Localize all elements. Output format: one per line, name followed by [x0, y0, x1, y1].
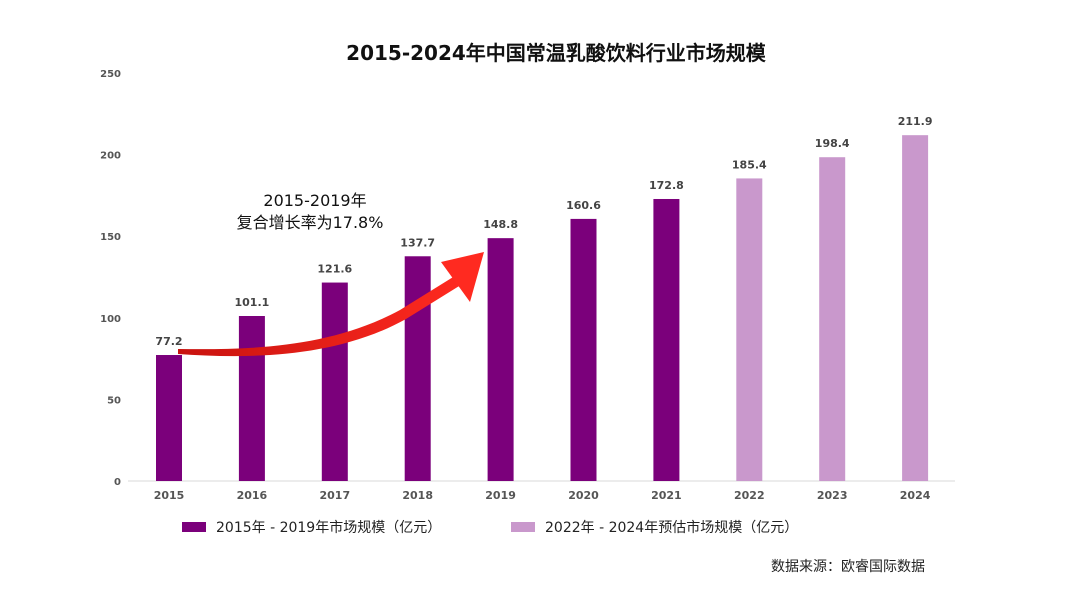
y-tick-label: 200 [100, 151, 121, 162]
x-tick-label-2020: 2020 [568, 489, 599, 502]
data-label-2015: 77.2 [155, 335, 182, 348]
data-label-2021: 172.8 [649, 179, 684, 192]
x-tick-label-2018: 2018 [402, 489, 433, 502]
bar-2022 [736, 178, 763, 482]
x-tick-label-2015: 2015 [154, 489, 185, 502]
bar-2021 [653, 198, 680, 481]
x-axis-labels: 2015 2016 2017 2018 2019 2020 2021 2022 2023 2024 [154, 489, 931, 502]
y-tick-label: 0 [114, 477, 121, 488]
bar-2023 [819, 157, 846, 482]
legend: 2015年 - 2019年市场规模（亿元） 2022年 - 2024年预估市场规… [182, 519, 798, 536]
data-label-2018: 137.7 [400, 236, 435, 249]
bar-2017 [321, 282, 348, 481]
data-label-2017: 121.6 [317, 263, 352, 276]
bar-2019 [487, 238, 514, 481]
bar-2018 [404, 256, 431, 481]
bars [156, 135, 929, 482]
data-label-2016: 101.1 [235, 296, 270, 309]
data-label-2020: 160.6 [566, 199, 601, 212]
y-tick-label: 100 [100, 314, 121, 325]
data-label-2024: 211.9 [898, 115, 933, 128]
x-tick-label-2022: 2022 [734, 489, 765, 502]
data-source: 数据来源：欧睿国际数据 [771, 559, 925, 575]
data-labels: 77.2 101.1 121.6 137.7 148.8 160.6 172.8 185.4 1… [155, 115, 932, 348]
data-label-2019: 148.8 [483, 218, 518, 231]
y-tick-label: 250 [100, 69, 121, 80]
legend-swatch-forecast [511, 522, 535, 532]
cagr-annotation-line2: 复合增长率为17.8% [237, 213, 384, 232]
bar-2024 [902, 135, 929, 481]
chart-title: 2015-2024年中国常温乳酸饮料行业市场规模 [346, 41, 767, 65]
x-tick-label-2024: 2024 [900, 489, 931, 502]
growth-arrow-shaft [178, 274, 464, 357]
cagr-annotation-line1: 2015-2019年 [263, 191, 366, 210]
data-label-2023: 198.4 [815, 137, 850, 150]
legend-swatch-actual [182, 522, 206, 532]
x-tick-label-2017: 2017 [319, 489, 350, 502]
x-tick-label-2019: 2019 [485, 489, 516, 502]
y-tick-label: 50 [107, 395, 121, 406]
bar-2016 [238, 316, 265, 481]
growth-arrow-head [441, 252, 484, 302]
bar-2020 [570, 218, 597, 481]
y-tick-label: 150 [100, 232, 121, 243]
y-axis-ticks: 0 50 100 150 200 250 [100, 69, 121, 488]
data-label-2022: 185.4 [732, 158, 767, 171]
x-tick-label-2016: 2016 [237, 489, 268, 502]
legend-label-actual: 2015年 - 2019年市场规模（亿元） [216, 519, 441, 536]
x-tick-label-2023: 2023 [817, 489, 848, 502]
legend-label-forecast: 2022年 - 2024年预估市场规模（亿元） [545, 519, 798, 536]
x-tick-label-2021: 2021 [651, 489, 682, 502]
bar-2015 [156, 355, 182, 481]
